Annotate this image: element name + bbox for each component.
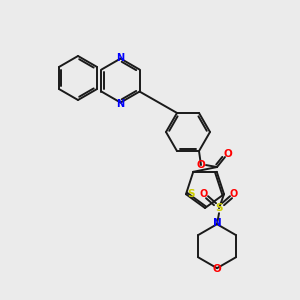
Text: O: O [196, 160, 206, 170]
Text: O: O [213, 264, 221, 274]
Text: N: N [213, 218, 221, 228]
Text: N: N [116, 99, 124, 109]
Text: S: S [215, 203, 223, 213]
Text: N: N [116, 52, 124, 63]
Text: O: O [224, 149, 232, 159]
Text: S: S [187, 189, 195, 199]
Text: O: O [230, 189, 238, 199]
Text: O: O [200, 189, 208, 199]
